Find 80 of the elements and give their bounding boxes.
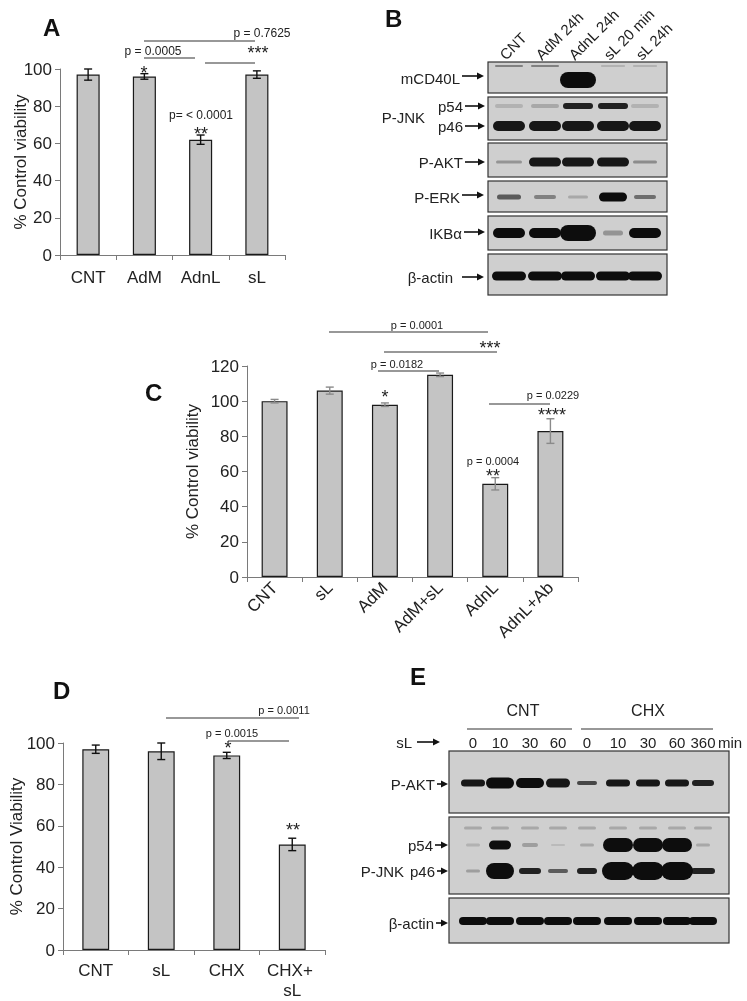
text: p46	[437, 117, 463, 135]
text: ***	[479, 338, 501, 358]
y-tick-label: 80	[220, 426, 239, 446]
annotation: **	[193, 124, 209, 144]
annotation: **	[285, 820, 301, 840]
text: 10	[491, 733, 509, 751]
annotation: p= < 0.0001	[168, 108, 234, 122]
y-tick-label: 60	[220, 462, 239, 481]
y-tick-label: 100	[26, 733, 55, 753]
x-tick-label: CNT	[70, 267, 106, 287]
y-tick-label: 100	[23, 59, 52, 79]
text: mCD40L	[400, 69, 460, 87]
text: 0	[582, 733, 592, 751]
y-tick-label: 120	[210, 356, 239, 376]
annotation: *	[381, 387, 389, 407]
text: sL	[396, 733, 412, 751]
text: β-actin	[407, 268, 453, 286]
y-tick-label: 20	[220, 532, 239, 552]
text: C	[145, 378, 163, 406]
y-tick-label: 40	[36, 857, 55, 877]
x-tick-label: CHX	[208, 960, 245, 980]
y-tick-label: 100	[210, 391, 239, 411]
y-tick-label: 80	[33, 96, 52, 116]
y-axis-title: % Control viability	[11, 93, 30, 230]
text: 10	[609, 733, 627, 751]
text: 60	[549, 733, 567, 751]
chart-title: D	[53, 676, 71, 704]
annotation: p = 0.0004	[466, 455, 520, 467]
y-tick-label: 20	[33, 208, 52, 228]
text: E	[410, 663, 427, 690]
text: 0	[468, 733, 478, 751]
x-tick-label: sL	[310, 578, 337, 605]
chart-title: A	[43, 13, 61, 41]
x-tick-label: sL	[152, 960, 171, 980]
text: p = 0.0001	[390, 319, 444, 331]
annotation: ****	[537, 405, 567, 425]
text: ***	[247, 43, 269, 63]
text: p = 0.0005	[124, 44, 182, 58]
y-tick-label: 20	[36, 899, 55, 919]
x-tick-label: AdnL	[180, 267, 221, 287]
annotation: p = 0.0182	[370, 358, 424, 370]
text: IKBα	[429, 224, 463, 242]
annotation: *	[224, 738, 232, 758]
y-tick-label: 40	[33, 171, 52, 191]
x-tick-label: CHX+ sL	[266, 960, 318, 1000]
text: B	[385, 5, 403, 32]
x-tick-label: CNT	[78, 960, 114, 980]
text: P-AKT	[418, 153, 463, 171]
y-tick-label: 0	[45, 940, 55, 960]
y-tick-label: 0	[229, 567, 239, 587]
annotation: p = 0.0229	[526, 389, 580, 401]
annotation: **	[485, 466, 501, 486]
y-tick-label: 40	[220, 497, 239, 517]
text: β-actin	[388, 914, 434, 932]
text: p = 0.7625	[233, 26, 291, 40]
text: p54	[437, 97, 463, 115]
text: p = 0.0015	[205, 727, 259, 739]
y-tick-label: 0	[42, 245, 52, 265]
text: 30	[639, 733, 657, 751]
text: p54	[407, 836, 433, 854]
text: CHX	[631, 701, 666, 719]
text: P-JNK	[360, 862, 404, 880]
text: min	[718, 733, 743, 751]
text: P-AKT	[390, 775, 435, 793]
y-tick-label: 60	[33, 133, 52, 153]
x-tick-label: AdM	[126, 267, 162, 287]
text: P-JNK	[381, 108, 425, 126]
text: p = 0.0011	[258, 704, 310, 716]
y-tick-label: 60	[36, 816, 55, 836]
text: 60	[668, 733, 686, 751]
annotation: *	[140, 63, 148, 83]
x-tick-label: sL	[247, 267, 266, 287]
y-axis-title: % Control viability	[183, 403, 202, 540]
text: CNT	[506, 701, 540, 719]
text: 360	[690, 733, 716, 751]
text: P-ERK	[414, 188, 460, 206]
text: 30	[521, 733, 539, 751]
text: p46	[409, 862, 435, 880]
y-axis-title: % Control Viability	[7, 777, 26, 916]
y-tick-label: 80	[36, 774, 55, 794]
